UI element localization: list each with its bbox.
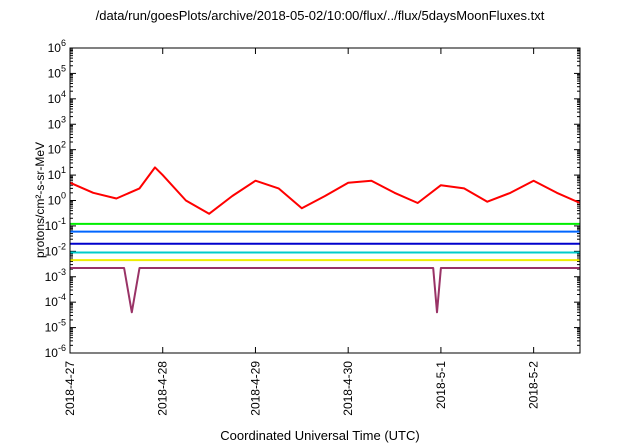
y-tick-label: 104 [48,89,66,106]
x-axis-label: Coordinated Universal Time (UTC) [220,428,420,443]
x-tick-label: 2018-5-2 [527,361,541,409]
x-tick-label: 2018-4-30 [341,361,355,416]
y-tick-label: 10-5 [45,318,66,335]
y-tick-label: 10-1 [45,216,66,233]
x-tick-label: 2018-4-28 [156,361,170,416]
x-tick-label: 2018-5-1 [434,361,448,409]
y-tick-label: 101 [48,165,66,182]
series-line-7 [70,267,580,314]
y-tick-label: 105 [48,63,66,80]
y-tick-label: 103 [48,114,66,131]
series-line-1 [69,166,581,215]
x-tick-label: 2018-4-27 [63,361,77,416]
x-tick-label: 2018-4-29 [248,361,262,416]
series-layer [69,166,581,314]
chart-title: /data/run/goesPlots/archive/2018-05-02/1… [95,8,545,23]
y-tick-label: 10-6 [45,343,66,360]
y-tick-label: 106 [48,38,66,55]
plot-frame [69,47,581,354]
y-tick-label: 10-2 [45,241,66,258]
ticks-layer: 10-6 10-5 10-4 10-3 10-2 10-1 100 101 102 103 104 1… [45,38,580,416]
y-tick-label: 10-3 [45,267,66,284]
y-tick-label: 100 [48,191,66,208]
y-tick-label: 10-4 [45,292,66,309]
y-tick-label: 102 [48,140,66,157]
